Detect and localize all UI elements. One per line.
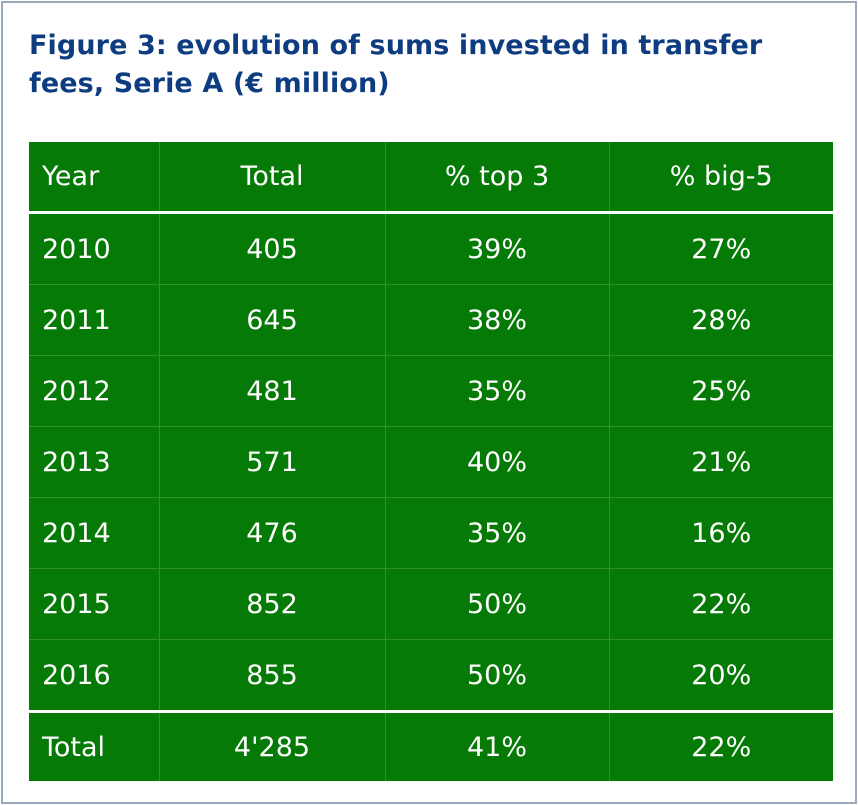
big5-cell: 16% bbox=[609, 497, 833, 569]
total-row-big5: 22% bbox=[691, 731, 752, 763]
table-row: 2016 855 50% 20% bbox=[29, 639, 833, 713]
total-cell: 645 bbox=[159, 284, 386, 356]
big5-cell: 21% bbox=[609, 426, 833, 498]
column-header-total: Total bbox=[159, 142, 386, 214]
top3-cell: 35% bbox=[385, 355, 610, 427]
column-header-top3: % top 3 bbox=[385, 142, 610, 214]
total-cell: 855 bbox=[159, 639, 386, 713]
big5-cell: 20% bbox=[609, 639, 833, 713]
top3-cell: 39% bbox=[385, 212, 610, 285]
top3-cell: 35% bbox=[385, 497, 610, 569]
year-cell: 2015 bbox=[29, 568, 160, 640]
total-cell: 571 bbox=[159, 426, 386, 498]
top3-cell: 50% bbox=[385, 639, 610, 713]
year-cell: 2010 bbox=[29, 212, 160, 285]
total-cell: 852 bbox=[159, 568, 386, 640]
big5-cell: 25% bbox=[609, 355, 833, 427]
total-cell: 481 bbox=[159, 355, 386, 427]
year-cell: 2016 bbox=[29, 639, 160, 713]
total-cell: 405 bbox=[159, 212, 386, 285]
total-cell: 476 bbox=[159, 497, 386, 569]
total-row-sum: 4'285 bbox=[159, 711, 386, 781]
year-cell: 2014 bbox=[29, 497, 160, 569]
top3-cell: 38% bbox=[385, 284, 610, 356]
total-row: Total 4'285 41% 22% bbox=[29, 711, 833, 781]
table-row: 2015 852 50% 22% bbox=[29, 568, 833, 640]
table-row: 2011 645 38% 28% bbox=[29, 284, 833, 356]
big5-cell: 27% bbox=[609, 212, 833, 285]
top3-cell: 40% bbox=[385, 426, 610, 498]
year-cell: 2012 bbox=[29, 355, 160, 427]
total-row-top3: 41% bbox=[385, 711, 610, 781]
total-row-label: Total bbox=[29, 711, 160, 781]
top3-cell: 50% bbox=[385, 568, 610, 640]
table-row: 2013 571 40% 21% bbox=[29, 426, 833, 498]
table-row: 2010 405 39% 27% bbox=[29, 212, 833, 285]
big5-cell: 28% bbox=[609, 284, 833, 356]
transfer-fees-table: Year Total % top 3 % big-5 2010 405 39% … bbox=[29, 142, 833, 781]
table-row: 2012 481 35% 25% bbox=[29, 355, 833, 427]
header-row: Year Total % top 3 % big-5 bbox=[29, 142, 833, 214]
column-header-big5: % big-5 bbox=[609, 142, 833, 214]
big5-cell: 22% bbox=[609, 568, 833, 640]
year-cell: 2011 bbox=[29, 284, 160, 356]
column-header-year: Year bbox=[29, 142, 160, 214]
figure-title: Figure 3: evolution of sums invested in … bbox=[29, 30, 763, 99]
table-row: 2014 476 35% 16% bbox=[29, 497, 833, 569]
year-cell: 2013 bbox=[29, 426, 160, 498]
